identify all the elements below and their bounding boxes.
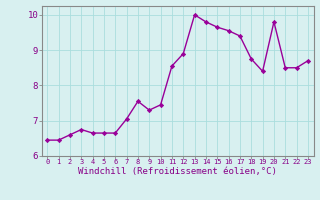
X-axis label: Windchill (Refroidissement éolien,°C): Windchill (Refroidissement éolien,°C) xyxy=(78,167,277,176)
